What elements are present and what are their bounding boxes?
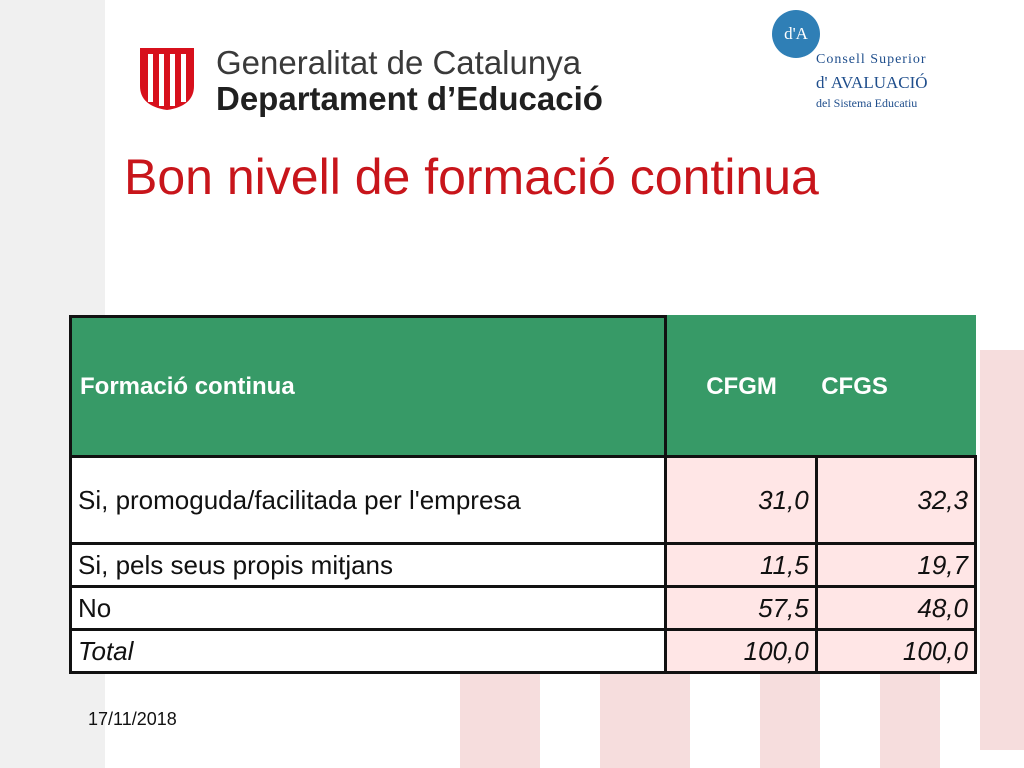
org-name-line2: Departament d’Educació [216, 80, 603, 117]
header-formacio: Formació continua [69, 315, 667, 458]
generalitat-logo: Generalitat de Catalunya Departament d’E… [138, 42, 638, 118]
cell-cfgm: 31,0 [663, 455, 818, 545]
cell-cfgs: 48,0 [814, 585, 978, 631]
table-row: No 57,5 48,0 [69, 585, 978, 631]
csa-logo: d'A Consell Superior d' AVALUACIÓ del Si… [772, 10, 972, 120]
cell-cfgs: 19,7 [814, 542, 978, 588]
formacio-table: Formació continua CFGM CFGS Si, promogud… [69, 315, 978, 674]
table-header-row: Formació continua CFGM CFGS [69, 315, 976, 458]
row-label: Si, promoguda/facilitada per l'empresa [69, 455, 667, 545]
table-row-total: Total 100,0 100,0 [69, 628, 978, 674]
cell-cfgm: 57,5 [663, 585, 818, 631]
csa-name-line1: Consell Superior [816, 52, 927, 67]
row-label: Si, pels seus propis mitjans [69, 542, 667, 588]
header-cfgm: CFGM [665, 315, 817, 457]
header-cfgs: CFGS [816, 315, 976, 457]
slide-date: 17/11/2018 [88, 709, 177, 729]
cell-cfgs: 32,3 [814, 455, 978, 545]
cell-cfgm: 11,5 [663, 542, 818, 588]
table-row: Si, promoguda/facilitada per l'empresa 3… [69, 455, 978, 545]
row-label: Total [69, 628, 667, 674]
cell-cfgm: 100,0 [663, 628, 818, 674]
table-row: Si, pels seus propis mitjans 11,5 19,7 [69, 542, 978, 588]
org-name-line1: Generalitat de Catalunya [216, 44, 582, 81]
csa-name-line3: del Sistema Educatiu [816, 96, 918, 110]
catalan-emblem-icon [140, 48, 194, 110]
csa-badge: d'A [772, 10, 820, 58]
row-label: No [69, 585, 667, 631]
csa-name-line2: d' AVALUACIÓ [816, 73, 928, 92]
slide-title: Bon nivell de formació continua [124, 149, 819, 205]
cell-cfgs: 100,0 [814, 628, 978, 674]
